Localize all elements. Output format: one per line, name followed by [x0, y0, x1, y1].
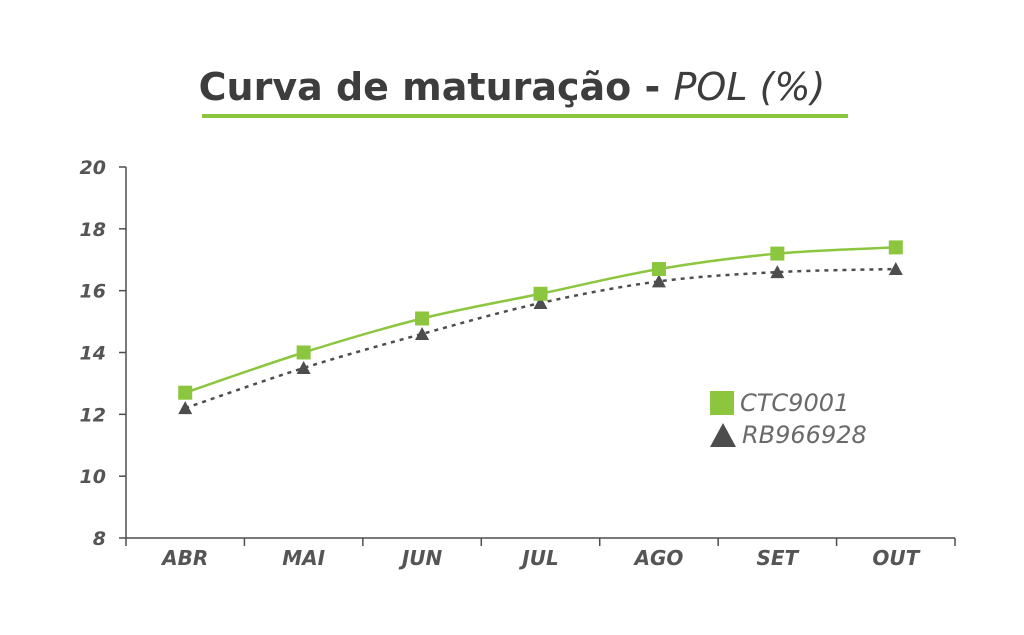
- data-point-rb966928: [651, 274, 666, 288]
- data-point-rb966928: [296, 360, 311, 374]
- legend-entry-ctc9001: CTC9001: [710, 388, 849, 418]
- data-point-rb966928: [415, 326, 430, 340]
- data-point-ctc9001: [770, 246, 785, 261]
- chart-legend: CTC9001 RB966928: [694, 378, 894, 462]
- data-point-ctc9001: [888, 240, 903, 255]
- x-tick-label: JUN: [398, 546, 443, 570]
- title-underline: [202, 114, 848, 118]
- data-point-rb966928: [888, 262, 903, 276]
- x-tick-label: ABR: [160, 546, 208, 570]
- chart-title-main: Curva de maturação -: [198, 65, 674, 109]
- data-point-rb966928: [770, 265, 785, 279]
- y-tick-label: 18: [80, 219, 106, 241]
- data-point-ctc9001: [651, 262, 666, 277]
- chart-title-unit: POL (%): [673, 65, 826, 109]
- y-tick-label: 10: [80, 466, 106, 488]
- y-tick-label: 12: [80, 404, 106, 426]
- y-tick-label: 20: [80, 157, 106, 179]
- legend-entry-rb966928: RB966928: [710, 420, 867, 450]
- x-tick-label: OUT: [872, 546, 920, 570]
- x-tick-label: JUL: [518, 546, 558, 570]
- y-tick-label: 16: [80, 281, 106, 303]
- legend-label-rb966928: RB966928: [742, 421, 867, 449]
- data-point-rb966928: [178, 401, 193, 415]
- series-line-ctc9001: [184, 246, 896, 394]
- data-point-rb966928: [533, 296, 548, 310]
- legend-label-ctc9001: CTC9001: [740, 389, 850, 417]
- x-tick-label: SET: [756, 546, 799, 570]
- data-point-ctc9001: [533, 286, 548, 301]
- data-point-ctc9001: [296, 345, 311, 360]
- y-tick-label: 14: [80, 343, 106, 365]
- chart-title: Curva de maturação - POL (%): [0, 62, 1024, 112]
- x-tick-label: MAI: [282, 546, 325, 570]
- square-marker-icon: [710, 391, 734, 415]
- data-point-ctc9001: [178, 385, 193, 400]
- x-tick-label: AGO: [632, 546, 683, 570]
- y-tick-label: 8: [93, 528, 106, 550]
- data-point-ctc9001: [415, 311, 430, 326]
- triangle-marker-icon: [710, 423, 736, 447]
